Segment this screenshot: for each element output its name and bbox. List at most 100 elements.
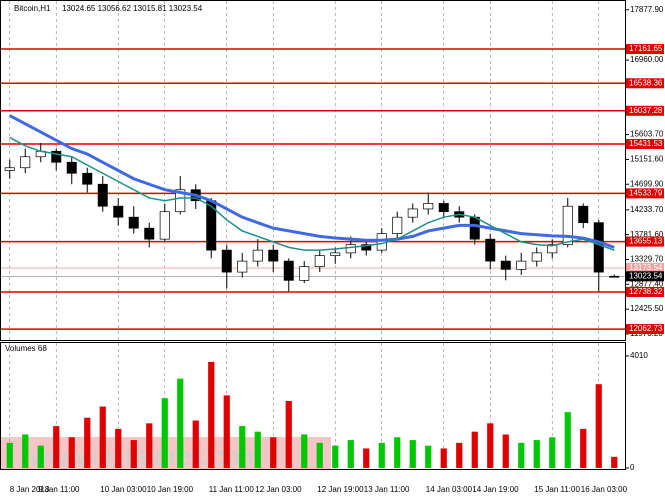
level-label: 16538.36 [629,78,663,87]
candle-body [82,172,93,185]
x-tick-label: 15 Jan 11:00 [534,485,580,494]
candle-body [423,203,434,210]
volume-bar [394,437,401,468]
candle-body [159,211,170,240]
level-label-bg [626,286,664,297]
volume-bar [177,378,184,468]
x-tick-label: 9 Jan 11:00 [38,485,80,494]
y-tick-label: 17877.90 [630,5,664,14]
x-tick-label: 14 Jan 03:00 [426,485,473,494]
level-label-bg [626,78,664,89]
y-tick-label: 15603.70 [630,130,664,139]
volume-bar [549,437,556,468]
level-label: 12738.32 [629,287,663,296]
volume-tick-label: 4010 [630,351,648,360]
candle-body [175,189,186,213]
candle-body [268,249,279,262]
level-label: 15431.53 [629,139,663,148]
candle-body [438,203,449,213]
y-tick-label: 14699.90 [630,179,664,188]
volume-bar [84,417,91,468]
candle-body [20,156,31,169]
y-tick-label: 13781.60 [630,230,664,239]
volume-bar [564,412,571,468]
candle-body [97,183,108,207]
volume-bar [301,434,308,468]
last-label-bg [626,271,664,282]
candle-body [593,222,604,273]
y-tick-label: 12425.50 [630,304,664,313]
level-label: 12062.73 [629,324,663,333]
candle-body [144,227,155,240]
moving-average [9,114,615,249]
candle-body [547,244,558,254]
volume-bar [22,434,29,468]
volume-bar [146,423,153,468]
candle-body [345,244,356,254]
candle-body [4,167,15,171]
volume-bar [456,442,463,468]
volume-bar [285,400,292,468]
y-tick-label: 12877.40 [630,279,664,288]
last-label: 13023.54 [629,271,663,280]
volume-bar [487,423,494,468]
level-label-bg [626,105,664,116]
x-tick-label: 10 Jan 03:00 [100,485,147,494]
candle-body [392,216,403,235]
x-tick-label: 12 Jan 03:00 [255,485,302,494]
volume-bar [595,384,602,468]
level-label-bg [626,44,664,55]
y-tick-label: 16960.00 [630,55,664,64]
ask-label: 13173.54 [629,263,663,272]
chart-title: Bitcoin,H1 [14,4,51,13]
volume-bar [440,448,447,468]
volume-bar [208,361,215,468]
volume-bar [332,445,339,468]
watermark: www.instaforex.com [29,441,261,471]
candle-body [500,260,511,270]
volume-bar [471,431,478,468]
level-label-bg [626,236,664,247]
candle-body [516,260,527,270]
level-label-bg [626,139,664,150]
volume-bar [192,420,199,468]
volume-bar [518,442,525,468]
level-label: 13655.13 [629,237,663,246]
candle-body [361,244,372,251]
volume-bar [533,440,540,468]
y-tick-label: 14233.70 [630,205,664,214]
volume-bar [611,456,618,468]
volume-bar [502,434,509,468]
candle-body [562,205,573,245]
x-tick-label: 11 Jan 11:00 [209,485,255,494]
y-tick-label: 13329.70 [630,255,664,264]
volume-bar [378,442,385,468]
x-tick-label: 16 Jan 03:00 [581,485,628,494]
candle-body [485,238,496,262]
candle-body [113,205,124,218]
x-tick-label: 8 Jan 2018 [10,485,50,494]
candle-body [314,255,325,267]
candle-body [283,260,294,281]
x-tick-label: 12 Jan 19:00 [317,485,364,494]
volume-bar [409,440,416,468]
volume-bar [316,442,323,468]
level-label-bg [626,324,664,335]
price-frame [0,0,626,341]
ohlc-header: 13024.65 13056.62 13015.81 13023.54 [62,4,203,13]
candle-body [531,252,542,262]
candle-body [578,205,589,224]
x-tick-label: 14 Jan 19:00 [472,485,519,494]
volume-title: Volumes 68 [5,344,47,353]
candle-body [299,266,310,281]
y-tick-label: 15151.60 [630,155,664,164]
volume-bar [363,448,370,468]
ask-label-bg [626,263,664,274]
volume-bar [115,428,122,468]
candle-body [252,249,263,262]
volume-bar [270,437,277,468]
volume-bar [37,445,44,468]
volume-bar [6,442,13,468]
x-tick-label: 13 Jan 11:00 [364,485,410,494]
level-label: 16037.28 [629,106,663,115]
